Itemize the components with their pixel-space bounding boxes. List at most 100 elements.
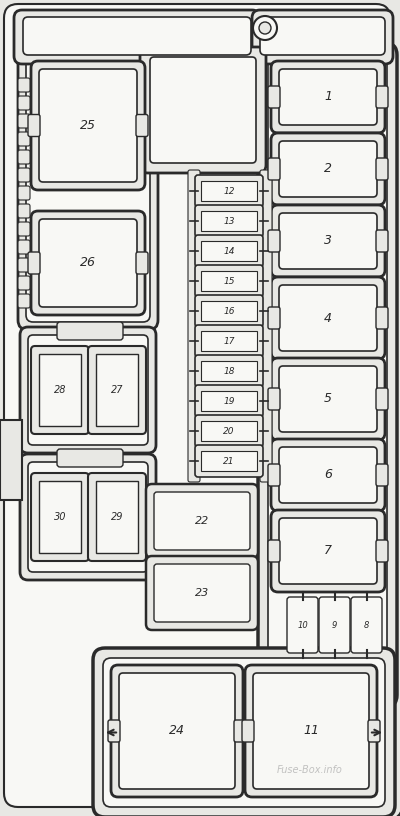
Bar xyxy=(201,181,257,201)
Text: 17: 17 xyxy=(223,336,235,345)
Text: 3: 3 xyxy=(324,234,332,247)
FancyBboxPatch shape xyxy=(279,285,377,351)
Text: 26: 26 xyxy=(80,256,96,269)
Text: 22: 22 xyxy=(195,516,209,526)
Text: 5: 5 xyxy=(324,392,332,406)
FancyBboxPatch shape xyxy=(18,114,30,128)
Bar xyxy=(96,481,138,553)
Text: 2: 2 xyxy=(324,162,332,175)
FancyBboxPatch shape xyxy=(271,439,385,511)
FancyBboxPatch shape xyxy=(195,445,263,477)
Text: 4: 4 xyxy=(324,312,332,325)
FancyBboxPatch shape xyxy=(268,388,280,410)
FancyBboxPatch shape xyxy=(18,240,30,254)
FancyBboxPatch shape xyxy=(195,205,263,237)
FancyBboxPatch shape xyxy=(28,335,148,445)
FancyBboxPatch shape xyxy=(20,454,156,580)
FancyBboxPatch shape xyxy=(28,462,148,572)
Text: 27: 27 xyxy=(111,385,123,395)
FancyBboxPatch shape xyxy=(376,158,388,180)
FancyBboxPatch shape xyxy=(368,720,380,742)
FancyBboxPatch shape xyxy=(31,211,145,315)
FancyBboxPatch shape xyxy=(31,473,89,561)
FancyBboxPatch shape xyxy=(271,205,385,277)
FancyBboxPatch shape xyxy=(268,307,280,329)
Text: 1: 1 xyxy=(324,91,332,104)
Text: 19: 19 xyxy=(223,397,235,406)
FancyBboxPatch shape xyxy=(376,86,388,108)
FancyBboxPatch shape xyxy=(195,235,263,267)
FancyBboxPatch shape xyxy=(268,158,280,180)
FancyBboxPatch shape xyxy=(279,141,377,197)
FancyBboxPatch shape xyxy=(18,258,30,272)
Bar xyxy=(39,354,81,426)
FancyBboxPatch shape xyxy=(271,133,385,205)
FancyBboxPatch shape xyxy=(150,57,256,163)
Text: 28: 28 xyxy=(54,385,66,395)
Bar xyxy=(201,361,257,381)
FancyBboxPatch shape xyxy=(195,355,263,387)
FancyBboxPatch shape xyxy=(195,325,263,357)
FancyBboxPatch shape xyxy=(376,464,388,486)
Bar xyxy=(39,481,81,553)
Text: 18: 18 xyxy=(223,366,235,375)
FancyBboxPatch shape xyxy=(271,61,385,133)
Circle shape xyxy=(259,22,271,34)
FancyBboxPatch shape xyxy=(279,213,377,269)
Bar xyxy=(0,420,22,500)
FancyBboxPatch shape xyxy=(31,61,145,190)
FancyBboxPatch shape xyxy=(18,222,30,236)
FancyBboxPatch shape xyxy=(376,230,388,252)
FancyBboxPatch shape xyxy=(140,47,266,173)
FancyBboxPatch shape xyxy=(376,540,388,562)
Text: 16: 16 xyxy=(223,307,235,316)
FancyBboxPatch shape xyxy=(14,10,260,64)
Bar xyxy=(201,391,257,411)
FancyBboxPatch shape xyxy=(39,69,137,182)
Text: 30: 30 xyxy=(54,512,66,522)
FancyBboxPatch shape xyxy=(245,665,377,797)
Bar xyxy=(201,421,257,441)
FancyBboxPatch shape xyxy=(31,346,89,434)
Text: 12: 12 xyxy=(223,187,235,196)
FancyBboxPatch shape xyxy=(271,277,385,359)
Text: 10: 10 xyxy=(297,620,308,629)
FancyBboxPatch shape xyxy=(242,720,254,742)
FancyBboxPatch shape xyxy=(146,484,258,558)
FancyBboxPatch shape xyxy=(268,230,280,252)
FancyBboxPatch shape xyxy=(195,385,263,417)
FancyBboxPatch shape xyxy=(39,219,137,307)
FancyBboxPatch shape xyxy=(234,720,246,742)
FancyBboxPatch shape xyxy=(18,294,30,308)
Text: 24: 24 xyxy=(169,725,185,738)
FancyBboxPatch shape xyxy=(88,473,146,561)
Bar xyxy=(201,241,257,261)
FancyBboxPatch shape xyxy=(195,415,263,447)
FancyBboxPatch shape xyxy=(268,53,387,697)
FancyBboxPatch shape xyxy=(268,540,280,562)
Text: 15: 15 xyxy=(223,277,235,286)
Text: 14: 14 xyxy=(223,246,235,255)
FancyBboxPatch shape xyxy=(271,510,385,592)
FancyBboxPatch shape xyxy=(119,673,235,789)
FancyBboxPatch shape xyxy=(252,10,393,64)
FancyBboxPatch shape xyxy=(287,597,318,653)
FancyBboxPatch shape xyxy=(103,658,385,807)
Text: 8: 8 xyxy=(364,620,369,629)
FancyBboxPatch shape xyxy=(28,114,40,136)
Text: 13: 13 xyxy=(223,216,235,225)
Text: 9: 9 xyxy=(332,620,337,629)
FancyBboxPatch shape xyxy=(258,43,397,707)
Text: 21: 21 xyxy=(223,456,235,465)
FancyBboxPatch shape xyxy=(376,388,388,410)
FancyBboxPatch shape xyxy=(260,170,272,482)
FancyBboxPatch shape xyxy=(195,295,263,327)
FancyBboxPatch shape xyxy=(268,464,280,486)
FancyBboxPatch shape xyxy=(28,252,40,274)
Bar xyxy=(201,301,257,321)
FancyBboxPatch shape xyxy=(18,276,30,290)
FancyBboxPatch shape xyxy=(26,53,150,322)
FancyBboxPatch shape xyxy=(93,648,395,816)
FancyBboxPatch shape xyxy=(154,564,250,622)
FancyBboxPatch shape xyxy=(279,366,377,432)
